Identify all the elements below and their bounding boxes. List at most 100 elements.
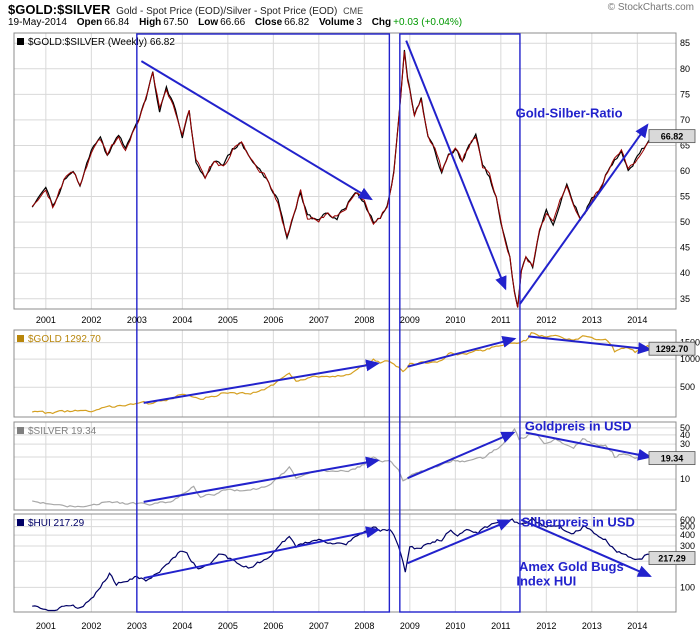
- trend-arrow: [407, 336, 517, 368]
- panel-ratio: 35 40 45 50 55 60 65 70 75 80 85 Gold-Silber-Ratio $…: [13, 32, 696, 310]
- legend-label: $GOLD:$SILVER (Weekly) 66.82: [28, 37, 175, 48]
- panel-silver: 1020304050Goldpreis in USD$SILVER 19.341…: [13, 418, 696, 511]
- y-tick-label: 70: [680, 115, 690, 125]
- y-tick-label: 10: [680, 474, 690, 484]
- panel-border: [13, 329, 677, 418]
- legend-label: $GOLD 1292.70: [28, 334, 101, 345]
- panel-border: [13, 32, 677, 310]
- high-label: High: [139, 17, 162, 28]
- panel-border: [13, 421, 677, 511]
- x-year-label: 2005: [218, 621, 238, 631]
- x-year-label: 2014: [627, 315, 647, 325]
- trend-arrow: [520, 518, 652, 577]
- last-price-box: [648, 551, 696, 565]
- x-year-label: 2006: [263, 315, 283, 325]
- x-year-label: 2013: [582, 621, 602, 631]
- last-price-label: 1292.70: [656, 344, 689, 354]
- x-year-label: 2006: [263, 621, 283, 631]
- y-tick-label: 300: [680, 541, 695, 551]
- legend-swatch: [17, 38, 24, 45]
- gold-silver-ratio-line: [31, 49, 655, 308]
- x-year-label: 2001: [36, 621, 56, 631]
- x-year-label: 2011: [491, 621, 510, 631]
- y-tick-label: 600: [680, 515, 695, 525]
- x-year-label: 2010: [445, 315, 465, 325]
- x-year-label: 2012: [536, 621, 556, 631]
- y-tick-label: 65: [680, 140, 690, 150]
- y-tick-label: 500: [680, 382, 695, 392]
- trend-arrow: [519, 123, 649, 305]
- y-tick-label: 400: [680, 530, 695, 540]
- x-year-label: 2007: [309, 315, 329, 325]
- close-value: 66.82: [284, 17, 310, 28]
- low-label: Low: [198, 17, 219, 28]
- open-value: 66.84: [104, 17, 130, 28]
- highlight-box: [136, 33, 391, 613]
- y-tick-label: 45: [680, 243, 690, 253]
- trend-arrow: [525, 431, 653, 461]
- quote-row: 19-May-2014 Open 66.84 High 67.50 Low 66.66…: [8, 17, 694, 28]
- last-price-label: 217.29: [658, 553, 686, 563]
- y-tick-label: 55: [680, 192, 690, 202]
- last-price-label: 19.34: [661, 453, 684, 463]
- volume-value: 3: [356, 17, 362, 28]
- trend-arrow: [407, 431, 516, 480]
- y-tick-label: 35: [680, 294, 690, 304]
- y-tick-label: 40: [680, 430, 690, 440]
- x-year-label: 2008: [354, 315, 374, 325]
- panel-hui: 100200300400500600Silberpreis in USDAmex…: [13, 513, 696, 613]
- annotation-text: Goldpreis in USD: [525, 418, 632, 433]
- trend-arrow: [143, 526, 380, 580]
- gold-price-usd-line: [32, 332, 655, 415]
- y-tick-label: 60: [680, 166, 690, 176]
- amex-gold-bugs-index-line: [32, 517, 656, 612]
- x-year-label: 2003: [127, 315, 147, 325]
- chg-value: +0.03 (+0.04%): [393, 17, 463, 28]
- x-year-label: 2012: [536, 315, 556, 325]
- y-tick-label: 85: [680, 38, 690, 48]
- x-axis-year-row: 2001 2002 2003 2004 2005 2006 2007 2008 2009 2010…: [36, 315, 648, 325]
- x-year-label: 2004: [172, 621, 192, 631]
- x-year-label: 2010: [445, 621, 465, 631]
- y-tick-label: 1000: [680, 354, 700, 364]
- x-year-label: 2008: [354, 621, 374, 631]
- y-tick-label: 100: [680, 582, 695, 592]
- x-year-label: 2001: [36, 315, 56, 325]
- annotation-text: Silberpreis in USD: [521, 515, 634, 530]
- x-year-label: 2007: [309, 621, 329, 631]
- legend-swatch: [17, 427, 24, 434]
- highlight-box: [399, 33, 521, 613]
- open-label: Open: [76, 17, 103, 28]
- trend-arrow: [140, 60, 373, 201]
- x-year-label: 2009: [400, 315, 420, 325]
- annotation-text: Amex Gold Bugs: [519, 559, 624, 574]
- y-tick-label: 50: [680, 217, 690, 227]
- trend-arrow: [143, 456, 380, 503]
- y-tick-label: 50: [680, 423, 690, 433]
- high-value: 67.50: [163, 17, 189, 28]
- exchange: CME: [343, 6, 364, 16]
- legend-swatch: [17, 335, 24, 342]
- low-value: 66.66: [220, 17, 246, 28]
- y-tick-label: 80: [680, 64, 690, 74]
- x-year-label: 2009: [400, 621, 420, 631]
- chg-label: Chg: [371, 17, 392, 28]
- trend-arrow: [405, 40, 507, 291]
- symbol: $GOLD:$SILVER: [8, 2, 111, 17]
- stacked-price-chart: 35 40 45 50 55 60 65 70 75 80 85 Gold-Silber-Ratio $…: [13, 32, 700, 631]
- x-year-label: 2014: [627, 621, 647, 631]
- legend-swatch: [17, 519, 24, 526]
- last-price-box: [648, 129, 696, 144]
- title-row: © StockCharts.com $GOLD:$SILVER Gold - S…: [8, 2, 694, 17]
- chart-header: © StockCharts.com $GOLD:$SILVER Gold - S…: [8, 2, 694, 28]
- x-year-label: 2004: [172, 315, 192, 325]
- close-label: Close: [254, 17, 283, 28]
- y-tick-label: 75: [680, 89, 690, 99]
- y-tick-label: 40: [680, 268, 690, 278]
- last-price-label: 66.82: [661, 131, 684, 141]
- annotation-text: Index HUI: [516, 574, 576, 589]
- volume-label: Volume: [318, 17, 355, 28]
- x-year-label: 2005: [218, 315, 238, 325]
- x-year-label: 2002: [81, 315, 101, 325]
